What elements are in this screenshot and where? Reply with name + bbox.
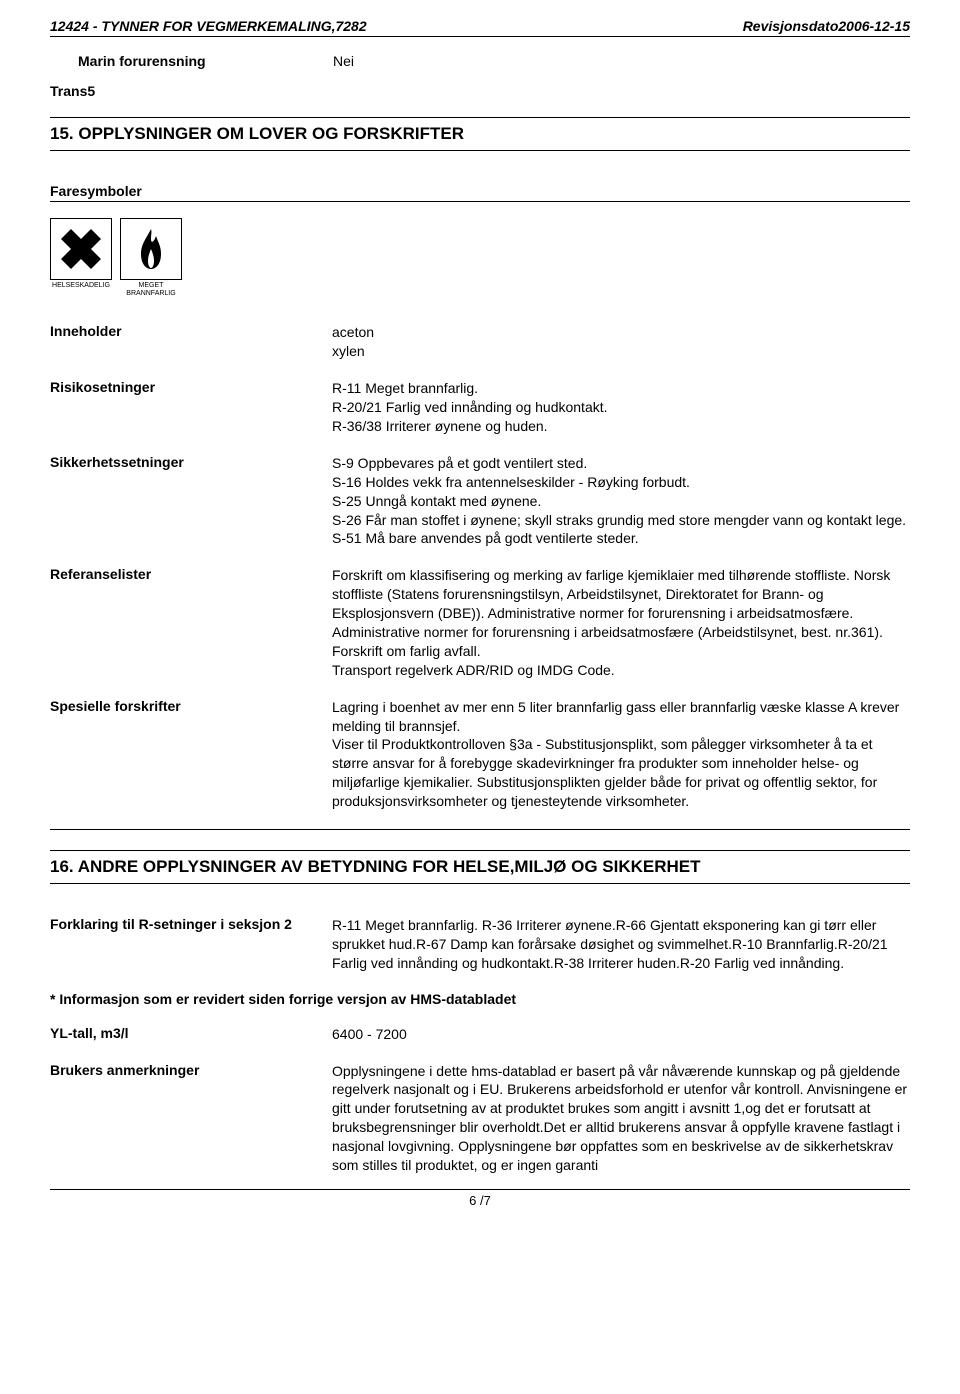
yl-label: YL-tall, m3/l (50, 1025, 332, 1041)
inneholder-label: Inneholder (50, 323, 332, 339)
sikkerhet-v4: S-26 Får man stoffet i øynene; skyll str… (332, 511, 906, 530)
risiko-v2: R-20/21 Farlig ved innånding og hudkonta… (332, 398, 608, 417)
hazard-caption-1: HELSESKADELIG (50, 282, 112, 290)
spesielle-label: Spesielle forskrifter (50, 698, 332, 714)
sikkerhet-v1: S-9 Oppbevares på et godt ventilert sted… (332, 454, 906, 473)
forklaring-label: Forklaring til R-setninger i seksjon 2 (50, 916, 332, 932)
referanse-label: Referanselister (50, 566, 332, 582)
risiko-label: Risikosetninger (50, 379, 332, 395)
flame-icon (126, 224, 176, 274)
risiko-v3: R-36/38 Irriterer øynene og huden. (332, 417, 608, 436)
referanse-v3: Transport regelverk ADR/RID og IMDG Code… (332, 661, 910, 680)
sikkerhet-v5: S-51 Må bare anvendes på godt ventilerte… (332, 529, 906, 548)
page-number: 6 /7 (50, 1193, 910, 1208)
sikkerhet-v3: S-25 Unngå kontakt med øynene. (332, 492, 906, 511)
inneholder-v1: aceton (332, 323, 374, 342)
brukers-label: Brukers anmerkninger (50, 1062, 332, 1078)
brukers-value: Opplysningene i dette hms-datablad er ba… (332, 1062, 910, 1175)
risiko-v1: R-11 Meget brannfarlig. (332, 379, 608, 398)
hazard-icon-harmful: HELSESKADELIG (50, 218, 112, 297)
sikkerhet-v2: S-16 Holdes vekk fra antennelseskilder -… (332, 473, 906, 492)
sikkerhet-label: Sikkerhetssetninger (50, 454, 332, 470)
page-header: 12424 - TYNNER FOR VEGMERKEMALING,7282 R… (50, 18, 910, 37)
header-right: Revisjonsdato2006-12-15 (743, 18, 910, 34)
footer-divider (50, 1189, 910, 1190)
marin-value: Nei (333, 53, 354, 69)
x-cross-icon (56, 224, 106, 274)
spesielle-v2: Viser til Produktkontrolloven §3a - Subs… (332, 735, 910, 811)
faresymboler-heading: Faresymboler (50, 183, 910, 202)
referanse-v1: Forskrift om klassifisering og merking a… (332, 566, 910, 642)
header-left: 12424 - TYNNER FOR VEGMERKEMALING,7282 (50, 18, 367, 34)
forklaring-value: R-11 Meget brannfarlig. R-36 Irriterer ø… (332, 916, 910, 973)
inneholder-v2: xylen (332, 342, 374, 361)
referanse-v2: Forskrift om farlig avfall. (332, 642, 910, 661)
hazard-caption-2: MEGET BRANNFARLIG (120, 282, 182, 297)
section-16-title: 16. ANDRE OPPLYSNINGER AV BETYDNING FOR … (50, 850, 910, 884)
section-15-title: 15. OPPLYSNINGER OM LOVER OG FORSKRIFTER (50, 117, 910, 151)
trans5-label: Trans5 (50, 83, 910, 99)
yl-value: 6400 - 7200 (332, 1025, 407, 1044)
spesielle-v1: Lagring i boenhet av mer enn 5 liter bra… (332, 698, 910, 736)
marin-label: Marin forurensning (78, 53, 333, 69)
revised-note: * Informasjon som er revidert siden forr… (50, 991, 910, 1007)
hazard-icon-flammable: MEGET BRANNFARLIG (120, 218, 182, 297)
